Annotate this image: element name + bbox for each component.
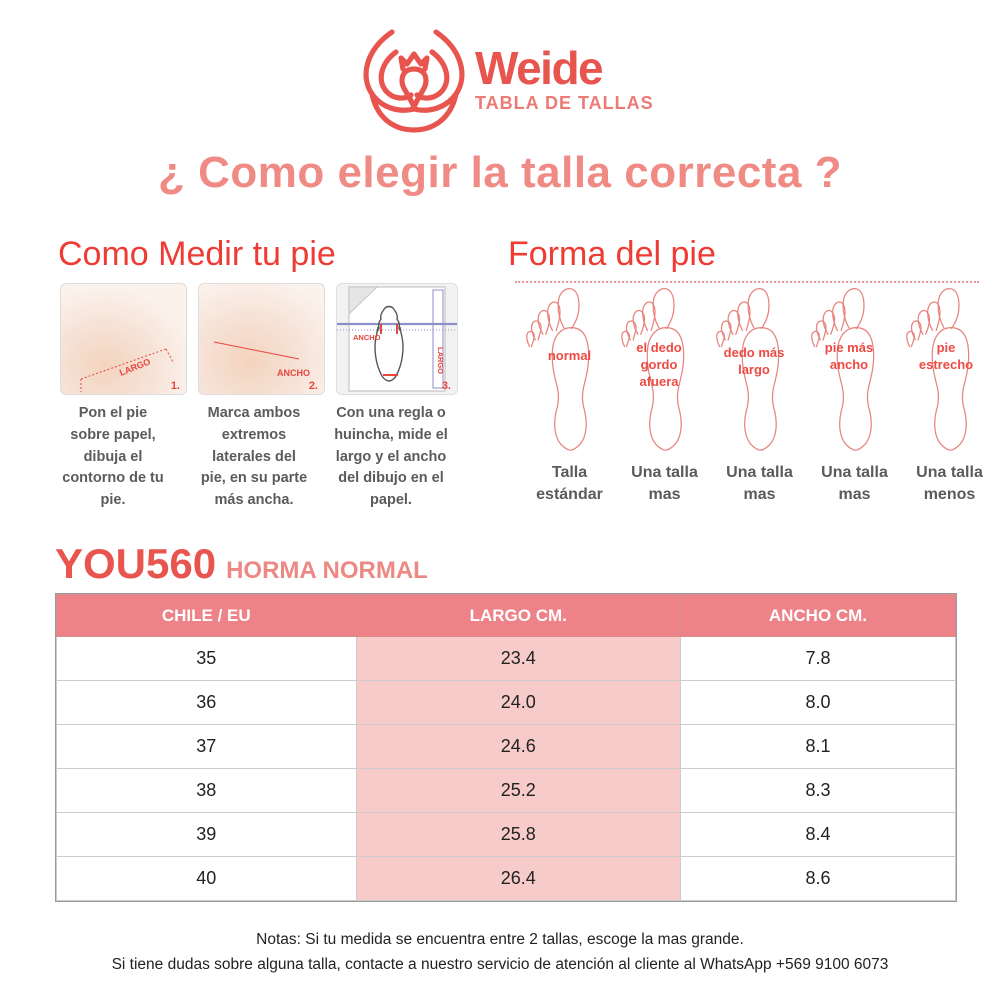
svg-text:ANCHO: ANCHO bbox=[353, 333, 381, 342]
svg-text:LARGO: LARGO bbox=[436, 347, 445, 374]
svg-text:ANCHO: ANCHO bbox=[277, 368, 310, 378]
